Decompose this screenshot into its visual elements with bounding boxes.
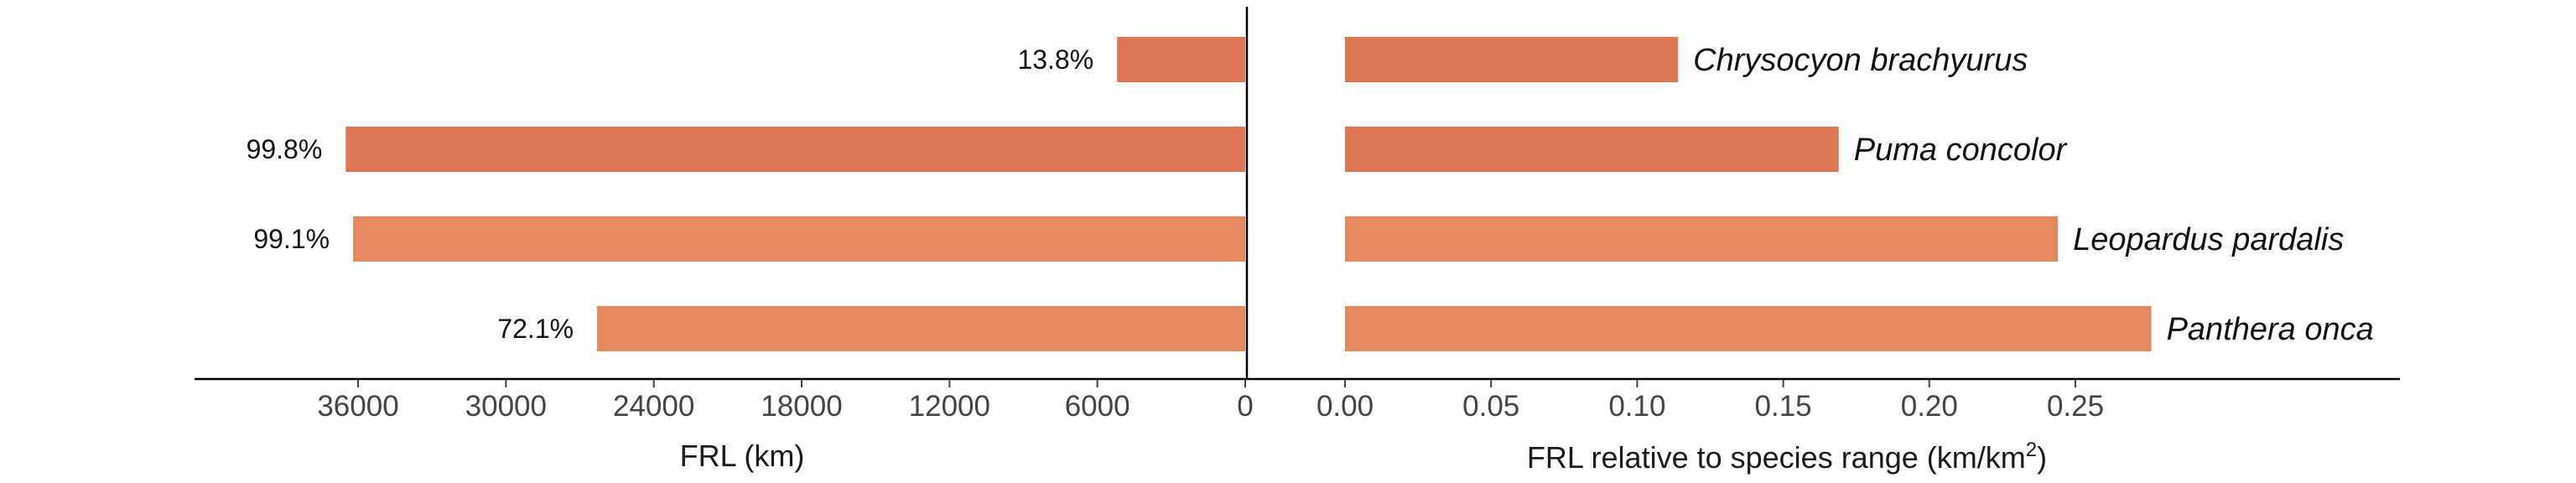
- species-label-3: Leopardus pardalis: [2073, 222, 2344, 257]
- left-bar-pct-label-1: 13.8%: [1017, 44, 1093, 75]
- right-x-axis-title: FRL relative to species range (km/km2): [1527, 439, 2047, 475]
- species-label-4: Panthera onca: [2167, 312, 2374, 347]
- left-bar-1: [1117, 37, 1245, 82]
- left-x-tick-label-7: 0: [1237, 390, 1253, 423]
- right-x-tick-label-5: 0.20: [1901, 390, 1958, 423]
- right-bar-3: [1345, 216, 2059, 262]
- left-bar-pct-label-2: 99.8%: [247, 134, 323, 164]
- species-label-2: Puma concolor: [1854, 132, 2068, 168]
- left-x-tick-label-5: 12000: [909, 390, 990, 423]
- left-x-tick-label-4: 18000: [761, 390, 842, 423]
- right-bar-2: [1345, 127, 1839, 172]
- right-x-tick-label-2: 0.05: [1462, 390, 1519, 423]
- left-x-tick-label-6: 6000: [1065, 390, 1130, 423]
- right-x-tick-label-1: 0.00: [1317, 390, 1374, 423]
- left-bar-pct-label-3: 99.1%: [253, 224, 330, 254]
- right-x-tick-label-4: 0.15: [1755, 390, 1812, 423]
- right-panel-frl-relative: Chrysocyon brachyurus Puma concolor Leopar…: [1317, 37, 2374, 423]
- left-bar-4: [597, 306, 1245, 351]
- right-x-tick-label-6: 0.25: [2047, 390, 2104, 423]
- right-bar-4: [1345, 306, 2152, 351]
- right-bar-1: [1345, 37, 1679, 82]
- left-panel-frl-km: 13.8% 99.8% 99.1% 72.1% 36000 30000 24000 18000…: [247, 37, 1254, 423]
- right-x-tick-label-3: 0.10: [1608, 390, 1665, 423]
- left-x-tick-label-2: 30000: [465, 390, 547, 423]
- left-x-tick-label-3: 24000: [613, 390, 694, 423]
- left-x-tick-label-1: 36000: [317, 390, 398, 423]
- left-x-axis-title: FRL (km): [680, 439, 805, 473]
- left-bar-pct-label-4: 72.1%: [497, 314, 574, 344]
- left-bar-2: [345, 127, 1245, 172]
- species-label-1: Chrysocyon brachyurus: [1693, 43, 2028, 78]
- left-bar-3: [353, 216, 1246, 262]
